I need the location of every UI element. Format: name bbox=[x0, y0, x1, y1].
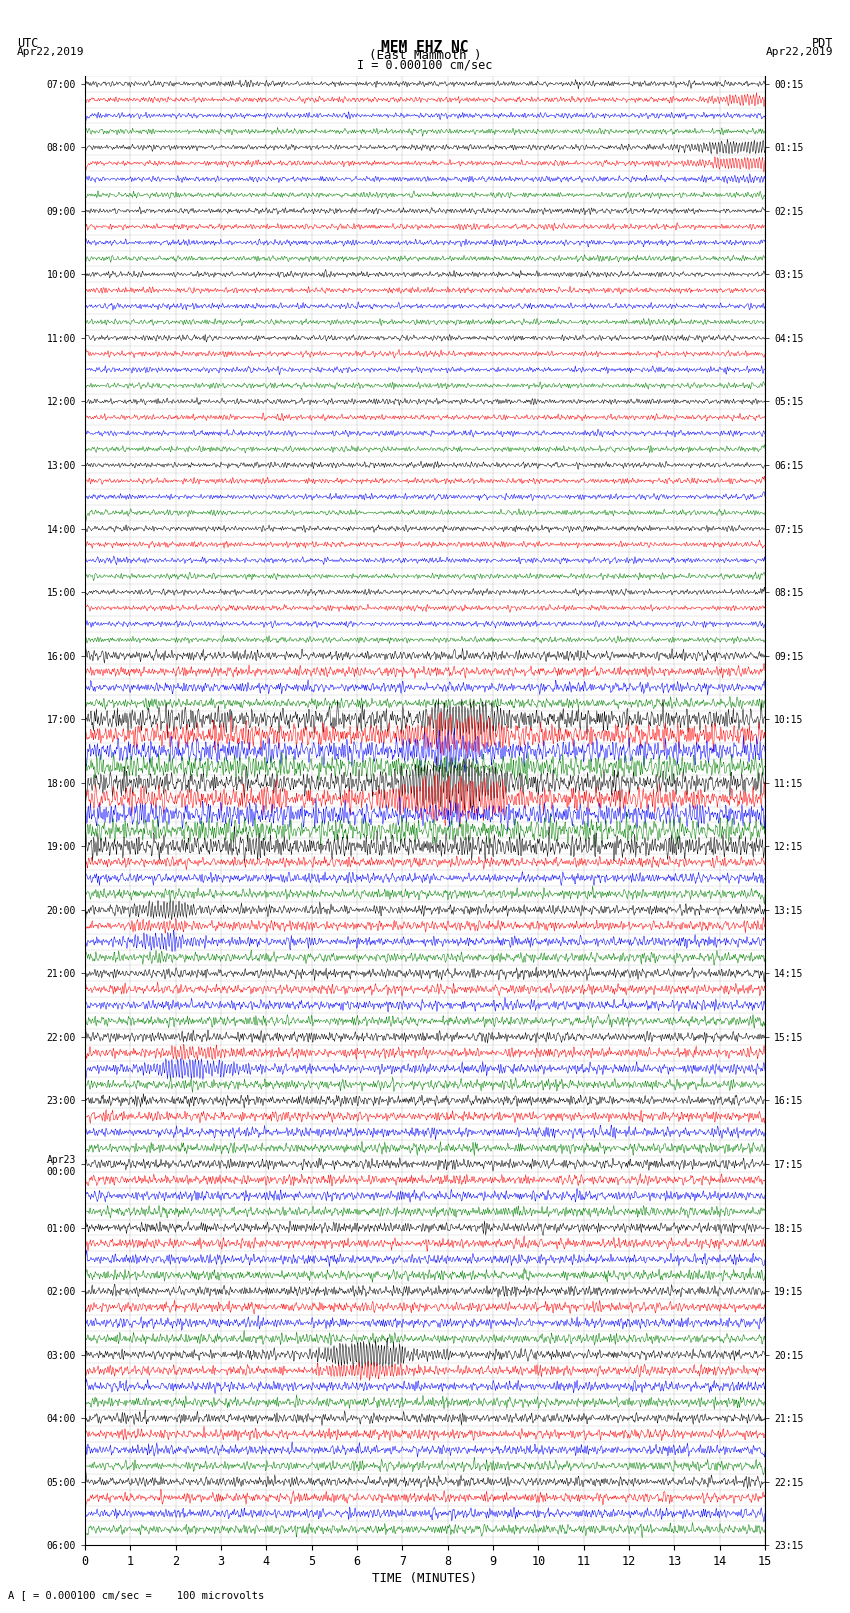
Text: (East Mammoth ): (East Mammoth ) bbox=[369, 50, 481, 63]
Text: A [ = 0.000100 cm/sec =    100 microvolts: A [ = 0.000100 cm/sec = 100 microvolts bbox=[8, 1590, 264, 1600]
Text: I = 0.000100 cm/sec: I = 0.000100 cm/sec bbox=[357, 58, 493, 73]
Text: Apr22,2019: Apr22,2019 bbox=[17, 47, 84, 56]
Text: MEM EHZ NC: MEM EHZ NC bbox=[382, 39, 468, 55]
Text: PDT: PDT bbox=[812, 37, 833, 50]
Text: UTC: UTC bbox=[17, 37, 38, 50]
X-axis label: TIME (MINUTES): TIME (MINUTES) bbox=[372, 1573, 478, 1586]
Text: Apr22,2019: Apr22,2019 bbox=[766, 47, 833, 56]
